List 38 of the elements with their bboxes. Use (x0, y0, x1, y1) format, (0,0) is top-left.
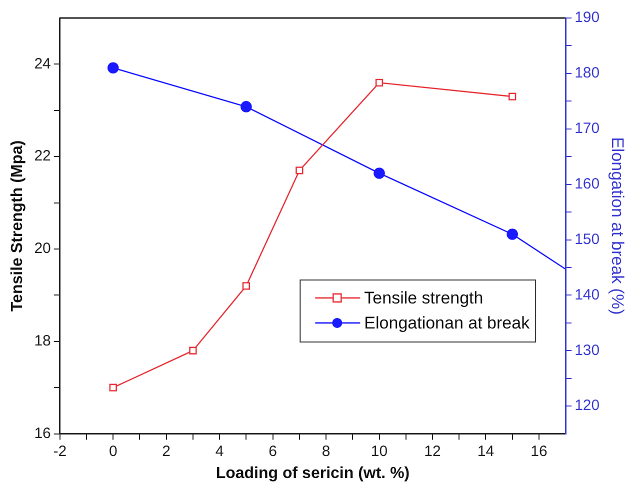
y2-tick-label: 160 (574, 175, 600, 192)
y-axis-title: Tensile Strength (Mpa) (9, 140, 26, 312)
point (296, 166, 304, 174)
y2-tick-label: 170 (574, 120, 600, 138)
x-tick-label: 8 (322, 442, 330, 460)
x-tick-label: 16 (530, 442, 548, 460)
y-tick-label: 16 (34, 424, 51, 442)
x-tick-label: 14 (477, 442, 494, 460)
point (508, 92, 516, 100)
x-tick-label: 4 (215, 442, 224, 460)
legend-label: Tensile strength (364, 288, 484, 308)
x-tick-label: 6 (268, 442, 277, 460)
y2-axis-title: Elongation at break (%) (608, 137, 628, 315)
point (242, 282, 250, 290)
point (109, 384, 117, 392)
y2-tick-label: 120 (574, 397, 600, 414)
y-tick-label: 18 (34, 332, 51, 350)
y2-tick-label: 140 (574, 286, 600, 304)
y2-tick-label: 180 (574, 64, 600, 82)
y2-tick-label: 190 (574, 9, 600, 26)
point (375, 78, 384, 87)
x-tick-label: 2 (162, 442, 171, 460)
point (240, 101, 252, 112)
y2-tick-label: 130 (574, 342, 600, 359)
point (374, 168, 385, 179)
x-axis-title: Loading of sericin (wt. %) (216, 464, 410, 482)
y-tick-label: 20 (34, 240, 51, 258)
legend-label: Elongationan at break (364, 314, 530, 333)
point (189, 346, 197, 354)
x-tick-label: 12 (424, 442, 441, 460)
x-tick-label: 0 (108, 442, 118, 460)
point (107, 62, 119, 74)
x-tick-label: -2 (53, 442, 67, 460)
y-tick-label: 24 (34, 55, 51, 72)
y-tick-label: 22 (34, 148, 51, 165)
point (506, 228, 518, 240)
y2-tick-label: 150 (574, 230, 600, 248)
x-tick-label: 10 (370, 442, 388, 460)
